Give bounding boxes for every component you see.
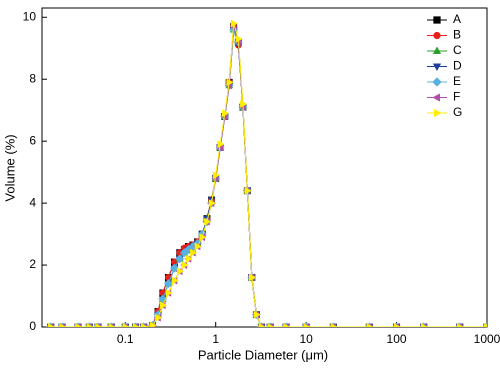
marker xyxy=(59,323,67,327)
x-axis-label: Particle Diameter (μm) xyxy=(198,347,328,362)
marker xyxy=(249,273,257,282)
x-tick-label: 10 xyxy=(299,332,313,346)
plot-frame xyxy=(41,7,488,328)
legend-label: F xyxy=(453,90,460,104)
marker xyxy=(149,321,157,327)
x-tick-label: 100 xyxy=(387,332,407,346)
y-tick-label: 2 xyxy=(29,257,36,271)
marker xyxy=(456,323,465,327)
marker xyxy=(240,100,248,108)
marker xyxy=(267,323,275,327)
y-tick-label: 0 xyxy=(29,319,36,333)
marker xyxy=(226,78,234,87)
marker xyxy=(140,323,149,327)
marker xyxy=(185,254,193,263)
marker xyxy=(283,323,291,327)
x-tick-label: 1000 xyxy=(474,332,500,346)
legend-label: G xyxy=(453,105,462,119)
x-tick-label: 0.1 xyxy=(117,332,134,346)
marker xyxy=(132,323,140,327)
marker xyxy=(230,19,239,28)
plot-area xyxy=(46,19,487,327)
series-line xyxy=(50,26,487,327)
series-line xyxy=(50,26,487,327)
legend-marker xyxy=(432,63,442,72)
legend-marker xyxy=(433,16,441,24)
series-line xyxy=(50,29,487,327)
legend-label: D xyxy=(453,59,462,73)
series-line xyxy=(50,23,487,327)
y-tick-label: 6 xyxy=(29,133,36,147)
marker xyxy=(366,323,374,327)
marker xyxy=(108,323,116,327)
marker xyxy=(169,263,179,273)
legend-label: E xyxy=(453,74,461,88)
marker xyxy=(95,323,103,327)
legend-label: B xyxy=(453,28,461,42)
marker xyxy=(393,323,401,327)
marker xyxy=(155,313,163,322)
marker xyxy=(47,323,56,327)
series-line xyxy=(50,26,487,327)
marker xyxy=(235,35,243,43)
legend-label: A xyxy=(453,12,461,26)
marker xyxy=(190,248,198,257)
marker xyxy=(204,217,212,226)
marker xyxy=(484,323,487,327)
marker xyxy=(86,323,94,327)
marker xyxy=(212,171,221,180)
marker xyxy=(221,109,230,118)
legend-marker xyxy=(432,46,442,54)
legend-marker xyxy=(432,93,440,102)
marker xyxy=(163,279,173,289)
legend-marker xyxy=(433,31,441,40)
series-line xyxy=(50,29,487,327)
marker xyxy=(194,242,202,251)
marker xyxy=(181,261,189,270)
marker xyxy=(122,323,130,327)
marker xyxy=(258,323,266,327)
marker xyxy=(165,288,173,297)
marker xyxy=(420,323,429,327)
marker xyxy=(330,323,338,327)
marker xyxy=(244,186,252,195)
marker xyxy=(75,323,83,327)
legend-marker xyxy=(434,108,442,118)
marker xyxy=(159,301,168,310)
marker xyxy=(199,233,207,242)
legend-marker xyxy=(432,77,442,87)
marker xyxy=(208,199,216,208)
marker xyxy=(217,140,225,149)
marker xyxy=(176,267,185,276)
y-tick-label: 8 xyxy=(29,71,36,85)
marker xyxy=(253,310,261,319)
marker xyxy=(175,254,185,264)
y-axis-label: Volume (%) xyxy=(2,134,17,201)
marker xyxy=(303,323,311,327)
marker xyxy=(171,276,179,285)
legend-label: C xyxy=(453,43,462,57)
x-tick-label: 1 xyxy=(212,332,219,346)
y-tick-label: 4 xyxy=(29,195,36,209)
y-tick-label: 10 xyxy=(23,9,37,23)
series-line xyxy=(50,29,487,327)
